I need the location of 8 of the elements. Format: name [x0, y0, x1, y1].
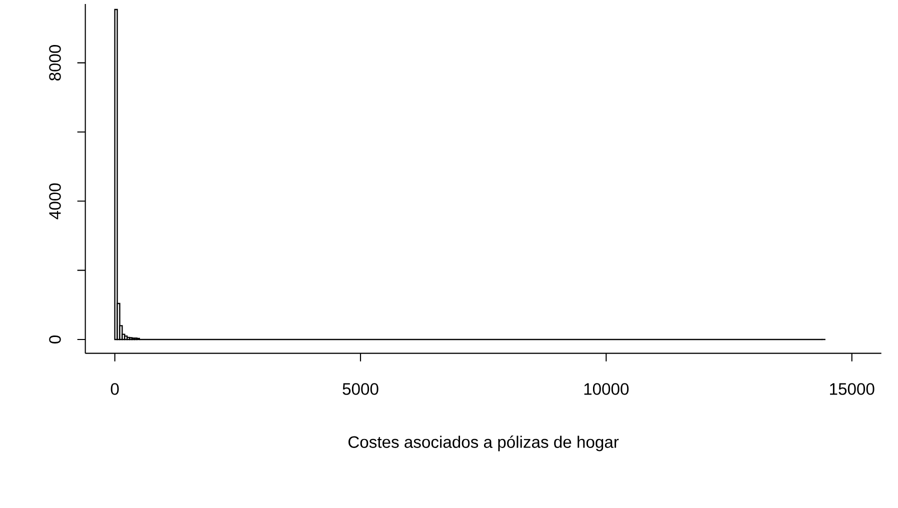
- x-axis-title: Costes asociados a pólizas de hogar: [348, 436, 619, 452]
- x-tick-label: 10000: [584, 383, 629, 395]
- x-tick-label: 5000: [342, 383, 378, 395]
- x-tick-label: 15000: [830, 383, 874, 395]
- x-tick-label: 0: [110, 383, 119, 395]
- y-tick-label: 4000: [49, 183, 61, 220]
- y-tick-label: 8000: [49, 44, 61, 81]
- y-tick-label: 0: [49, 336, 61, 344]
